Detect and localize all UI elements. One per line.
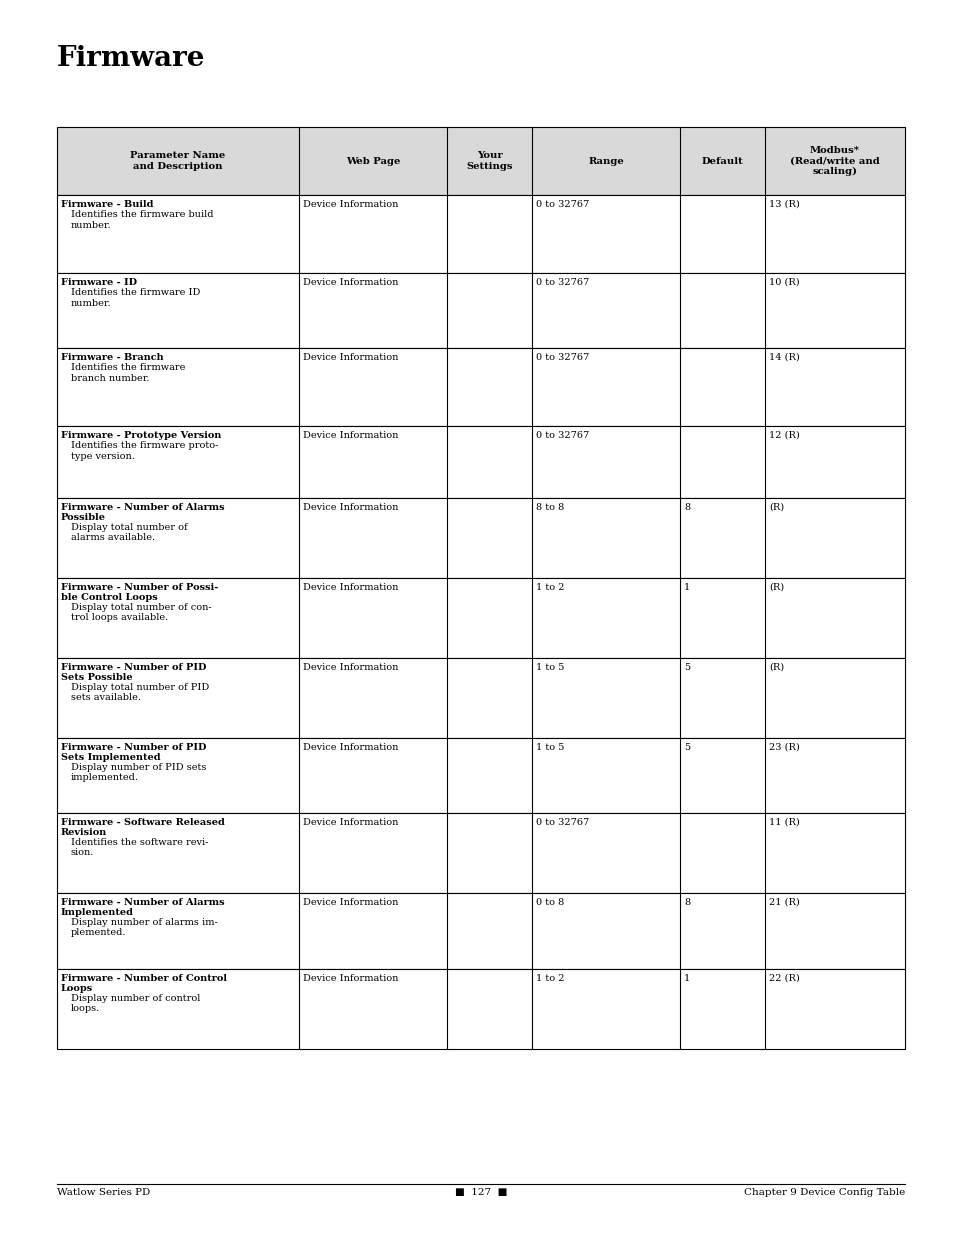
Text: 14 (R): 14 (R)	[768, 353, 799, 362]
Text: Display total number of PID
sets available.: Display total number of PID sets availab…	[71, 683, 209, 703]
Text: 1: 1	[683, 583, 690, 592]
Text: Firmware - Number of Alarms
Possible: Firmware - Number of Alarms Possible	[61, 503, 224, 522]
Text: 0 to 32767: 0 to 32767	[536, 353, 589, 362]
Text: Firmware - Branch: Firmware - Branch	[61, 353, 164, 362]
Text: 13 (R): 13 (R)	[768, 200, 799, 209]
Bar	[57, 739, 904, 813]
Text: 1 to 2: 1 to 2	[536, 583, 564, 592]
Bar	[57, 813, 904, 893]
Text: Device Information: Device Information	[302, 583, 397, 592]
Text: 1 to 5: 1 to 5	[536, 663, 563, 672]
Text: 1: 1	[683, 974, 690, 983]
Text: Range: Range	[588, 157, 623, 165]
Text: 1 to 5: 1 to 5	[536, 743, 563, 752]
Text: 1 to 2: 1 to 2	[536, 974, 564, 983]
Text: (R): (R)	[768, 583, 783, 592]
Text: (R): (R)	[768, 663, 783, 672]
Text: 8: 8	[683, 503, 690, 513]
Text: Firmware - Prototype Version: Firmware - Prototype Version	[61, 431, 221, 440]
Text: Firmware - Build: Firmware - Build	[61, 200, 153, 209]
Bar	[57, 969, 904, 1049]
Text: Display total number of con-
trol loops available.: Display total number of con- trol loops …	[71, 603, 212, 622]
Text: 11 (R): 11 (R)	[768, 818, 799, 827]
Text: Firmware - Number of Control
Loops: Firmware - Number of Control Loops	[61, 974, 227, 993]
Text: 0 to 32767: 0 to 32767	[536, 431, 589, 440]
Text: Default: Default	[701, 157, 742, 165]
Text: 0 to 8: 0 to 8	[536, 898, 563, 906]
Bar	[57, 426, 904, 498]
Text: 22 (R): 22 (R)	[768, 974, 799, 983]
Text: 5: 5	[683, 663, 690, 672]
Text: Device Information: Device Information	[302, 431, 397, 440]
Text: Device Information: Device Information	[302, 898, 397, 906]
Text: Display total number of
alarms available.: Display total number of alarms available…	[71, 522, 188, 542]
Text: Identifies the software revi-
sion.: Identifies the software revi- sion.	[71, 837, 208, 857]
Text: Identifies the firmware
branch number.: Identifies the firmware branch number.	[71, 363, 185, 383]
Bar	[57, 578, 904, 658]
Bar	[57, 498, 904, 578]
Bar	[57, 273, 904, 348]
Bar	[57, 195, 904, 273]
Text: Device Information: Device Information	[302, 974, 397, 983]
Text: Device Information: Device Information	[302, 200, 397, 209]
Text: Parameter Name
and Description: Parameter Name and Description	[130, 152, 225, 170]
Text: Display number of control
loops.: Display number of control loops.	[71, 994, 200, 1013]
Text: Identifies the firmware ID
number.: Identifies the firmware ID number.	[71, 289, 200, 308]
Text: Firmware - Number of Possi-
ble Control Loops: Firmware - Number of Possi- ble Control …	[61, 583, 218, 603]
Text: Device Information: Device Information	[302, 818, 397, 827]
Text: Firmware: Firmware	[57, 44, 205, 72]
Text: 5: 5	[683, 743, 690, 752]
Text: (R): (R)	[768, 503, 783, 513]
Text: Web Page: Web Page	[345, 157, 399, 165]
Text: ■  127  ■: ■ 127 ■	[455, 1188, 507, 1197]
Text: Device Information: Device Information	[302, 663, 397, 672]
Bar	[57, 127, 904, 195]
Text: 10 (R): 10 (R)	[768, 278, 799, 287]
Text: 0 to 32767: 0 to 32767	[536, 278, 589, 287]
Text: 8: 8	[683, 898, 690, 906]
Text: Identifies the firmware proto-
type version.: Identifies the firmware proto- type vers…	[71, 441, 218, 461]
Bar	[57, 658, 904, 739]
Text: 0 to 32767: 0 to 32767	[536, 818, 589, 827]
Text: 0 to 32767: 0 to 32767	[536, 200, 589, 209]
Bar	[57, 893, 904, 969]
Text: Display number of PID sets
implemented.: Display number of PID sets implemented.	[71, 763, 206, 782]
Text: Chapter 9 Device Config Table: Chapter 9 Device Config Table	[743, 1188, 904, 1197]
Text: Firmware - Number of PID
Sets Possible: Firmware - Number of PID Sets Possible	[61, 663, 206, 683]
Text: 8 to 8: 8 to 8	[536, 503, 563, 513]
Text: Your
Settings: Your Settings	[466, 152, 512, 170]
Text: Display number of alarms im-
plemented.: Display number of alarms im- plemented.	[71, 918, 217, 937]
Text: Firmware - Number of PID
Sets Implemented: Firmware - Number of PID Sets Implemente…	[61, 743, 206, 762]
Text: Device Information: Device Information	[302, 278, 397, 287]
Text: Modbus*
(Read/write and
scaling): Modbus* (Read/write and scaling)	[789, 146, 879, 175]
Text: Device Information: Device Information	[302, 503, 397, 513]
Text: Firmware - Software Released
Revision: Firmware - Software Released Revision	[61, 818, 225, 837]
Text: Device Information: Device Information	[302, 353, 397, 362]
Text: Device Information: Device Information	[302, 743, 397, 752]
Text: Identifies the firmware build
number.: Identifies the firmware build number.	[71, 210, 213, 230]
Text: 23 (R): 23 (R)	[768, 743, 799, 752]
Text: 21 (R): 21 (R)	[768, 898, 799, 906]
Text: Firmware - Number of Alarms
Implemented: Firmware - Number of Alarms Implemented	[61, 898, 224, 918]
Text: Firmware - ID: Firmware - ID	[61, 278, 137, 287]
Text: 12 (R): 12 (R)	[768, 431, 799, 440]
Bar	[57, 348, 904, 426]
Text: Watlow Series PD: Watlow Series PD	[57, 1188, 150, 1197]
